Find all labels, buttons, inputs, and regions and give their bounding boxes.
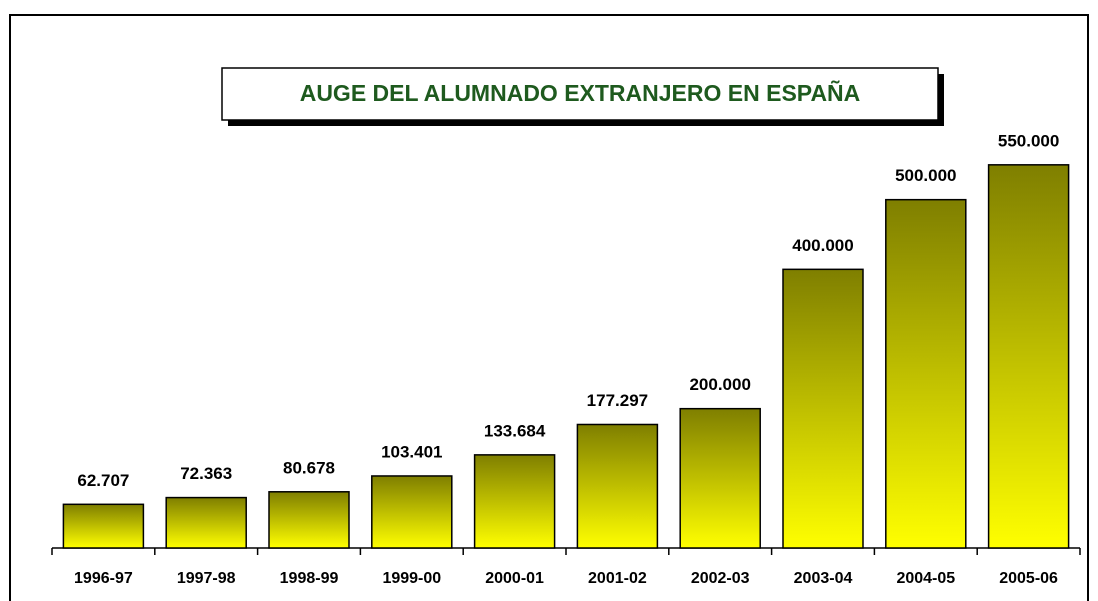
value-label: 103.401: [381, 442, 442, 461]
x-tick-label: 1996-97: [74, 570, 133, 587]
bar: [576, 423, 659, 549]
x-tick-label: 1997-98: [177, 570, 236, 587]
value-label: 177.297: [587, 391, 648, 410]
title-box: [221, 67, 939, 121]
bar: [165, 496, 247, 549]
x-tick-label: 1999-00: [382, 570, 441, 587]
bar: [987, 164, 1070, 549]
x-tick-label: 2004-05: [896, 570, 955, 587]
x-tick-label: 1998-99: [280, 570, 339, 587]
value-label: 62.707: [77, 471, 129, 490]
x-tick-label: 2005-06: [999, 570, 1058, 587]
value-label: 500.000: [895, 166, 956, 185]
value-label: 550.000: [998, 131, 1059, 150]
x-tick-label: 2003-04: [794, 570, 853, 587]
bar: [62, 503, 145, 549]
bar: [268, 491, 350, 549]
x-tick-label: 2001-02: [588, 570, 647, 587]
value-label: 80.678: [283, 458, 335, 477]
value-label: 400.000: [792, 236, 853, 255]
value-label: 200.000: [689, 375, 750, 394]
bar: [885, 198, 967, 549]
frame: [9, 14, 1089, 601]
value-label: 72.363: [180, 464, 232, 483]
bar: [782, 268, 864, 549]
bar: [473, 454, 556, 549]
bar: [679, 407, 761, 549]
chart-title: AUGE DEL ALUMNADO EXTRANJERO EN ESPAÑA: [300, 79, 861, 106]
value-label: 133.684: [484, 421, 546, 440]
x-tick-label: 2002-03: [691, 570, 750, 587]
x-tick-label: 2000-01: [485, 570, 544, 587]
bar: [371, 475, 453, 549]
